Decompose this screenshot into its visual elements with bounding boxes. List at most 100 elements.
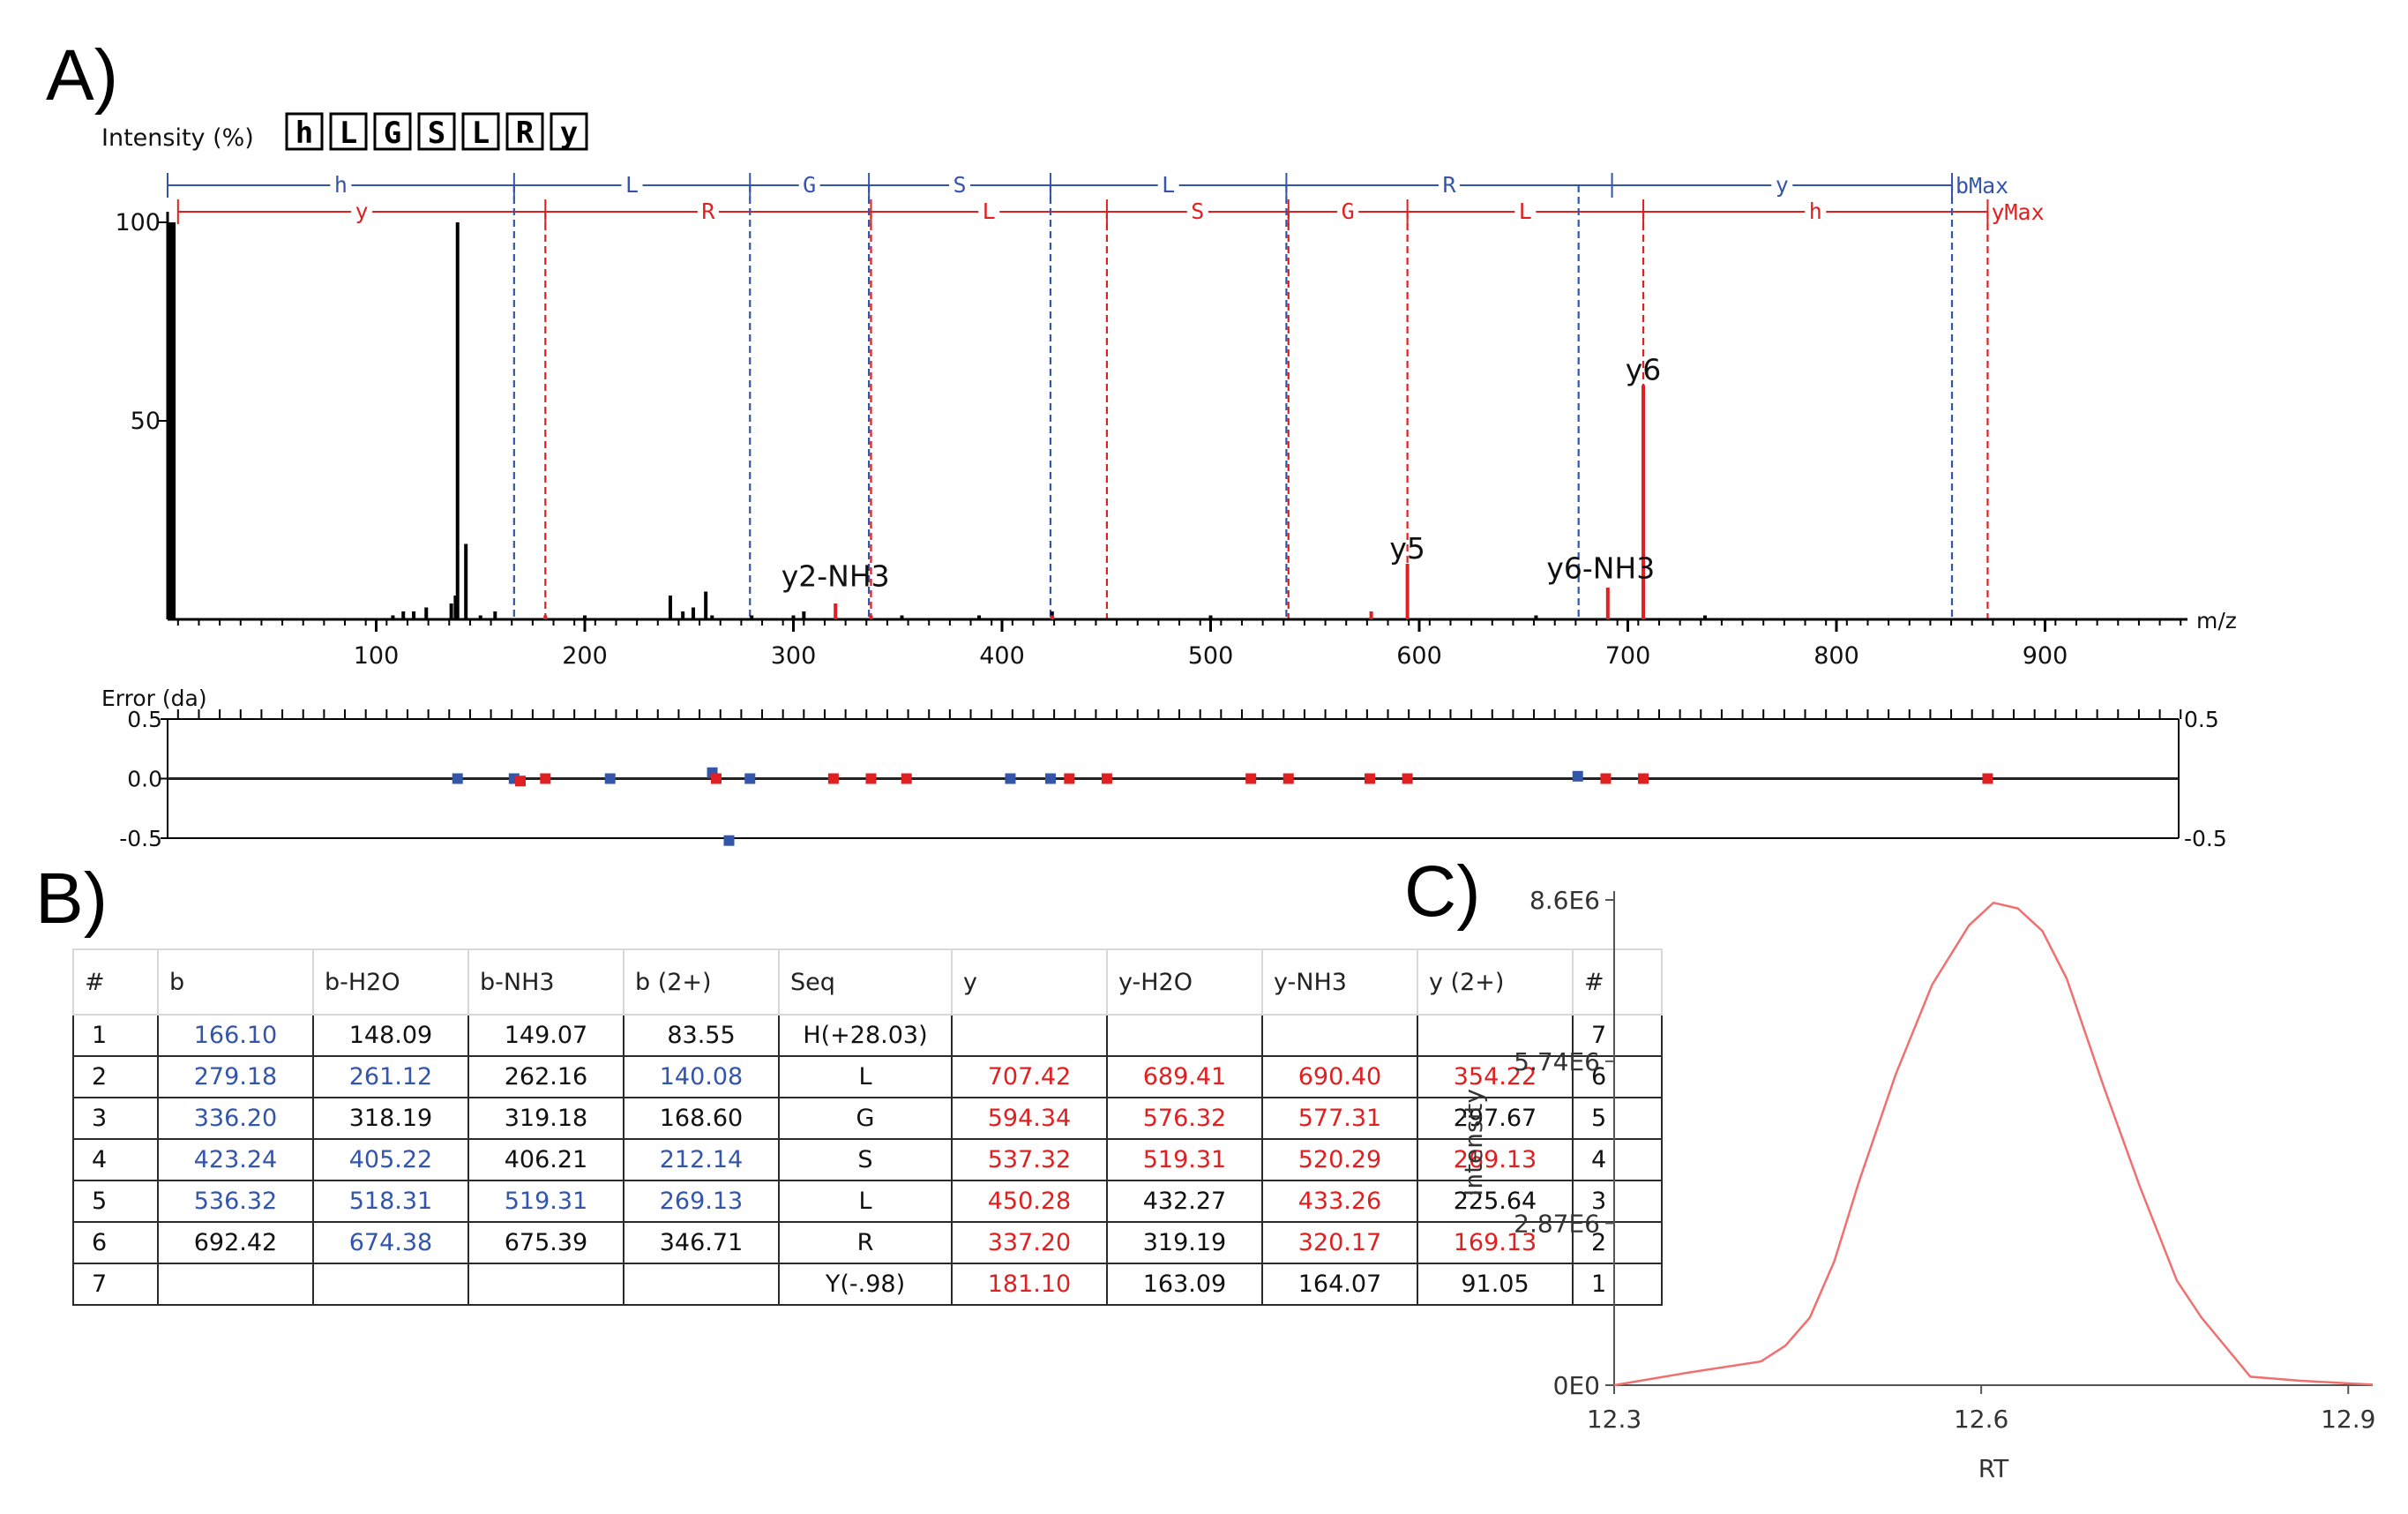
y-tick-label: 100 [115, 209, 161, 236]
table-cell: 225.64 [1417, 1180, 1574, 1223]
y-error-point [514, 776, 526, 787]
table-cell: 320.17 [1261, 1221, 1418, 1264]
y-ladder-label-bg [978, 200, 1000, 221]
b-ladder-residue: R [1442, 172, 1456, 198]
table-cell [1106, 1014, 1263, 1057]
b-ladder-label-bg [330, 174, 352, 195]
table-cell: 675.39 [467, 1221, 624, 1264]
table-cell: 7 [72, 1263, 159, 1306]
y-error-point [1245, 773, 1257, 784]
table-cell: 4 [1572, 1138, 1663, 1181]
table-cell: 140.08 [623, 1055, 780, 1098]
table-cell [623, 1263, 780, 1306]
sequence-box [285, 112, 324, 151]
table-cell: 423.24 [157, 1138, 314, 1181]
table-cell: 269.13 [623, 1180, 780, 1223]
b-max-label: bMax [1956, 173, 2008, 199]
y-error-point [865, 773, 877, 784]
y-ladder-label-bg [1514, 200, 1537, 221]
column-header: y (2+) [1417, 948, 1574, 1016]
x-tick-label: 200 [562, 642, 608, 670]
y-axis-label: Intensity (%) [101, 124, 254, 152]
sequence-box [505, 112, 544, 151]
chromatogram-y-tick-label: 2.87E6 [1514, 1209, 1600, 1238]
table-cell: 297.67 [1417, 1097, 1574, 1140]
table-cell: 450.28 [951, 1180, 1108, 1223]
table-cell: 707.42 [951, 1055, 1108, 1098]
sequence-box [329, 112, 368, 151]
y-error-point [1402, 773, 1413, 784]
table-cell [157, 1263, 314, 1306]
table-cell: 6 [1572, 1055, 1663, 1098]
sequence-residue: G [384, 116, 401, 151]
table-row: 7 Y(-.98) 181.10 163.09 164.07 91.05 1 [72, 1263, 1663, 1306]
sequence-box [550, 112, 588, 151]
table-cell: 690.40 [1261, 1055, 1418, 1098]
b-ladder-label-bg [1771, 174, 1793, 195]
table-cell: 7 [1572, 1014, 1663, 1057]
column-header: b-NH3 [467, 948, 624, 1016]
y-max-label: yMax [1991, 199, 2044, 225]
table-header-row: # b b-H2O b-NH3 b (2+) Seq y y-H2O y-NH3 y (2+) # [72, 948, 1663, 1016]
table-cell: G [778, 1097, 953, 1140]
table-cell: 336.20 [157, 1097, 314, 1140]
sequence-residue: L [472, 116, 490, 151]
x-tick-label: 900 [2023, 642, 2068, 670]
b-error-point [1044, 773, 1056, 784]
table-cell: 166.10 [157, 1014, 314, 1057]
y-ladder-label-bg [1186, 200, 1208, 221]
panel-label-c: C) [1404, 851, 1481, 932]
table-cell: 168.60 [623, 1097, 780, 1140]
table-cell: L [778, 1055, 953, 1098]
table-cell: 3 [1572, 1180, 1663, 1223]
error-y-tick-label: 0.0 [127, 767, 162, 792]
table-cell: 3 [72, 1097, 159, 1140]
b-error-point [1572, 770, 1583, 782]
table-cell: 518.31 [312, 1180, 469, 1223]
table-cell: 337.20 [951, 1221, 1108, 1264]
table-cell [951, 1014, 1108, 1057]
table-cell: 432.27 [1106, 1180, 1263, 1223]
table-cell: 519.31 [1106, 1138, 1263, 1181]
b-ladder-label-bg [621, 174, 643, 195]
column-header: b (2+) [623, 948, 780, 1016]
x-tick-label: 400 [979, 642, 1025, 670]
table-cell: 5 [1572, 1097, 1663, 1140]
y-ladder-label-bg [1805, 200, 1827, 221]
table-cell [1417, 1014, 1574, 1057]
y-error-point [1638, 773, 1649, 784]
y-error-point [1364, 773, 1375, 784]
sequence-box [417, 112, 456, 151]
peak-annotation: y2-NH3 [781, 559, 890, 594]
x-tick-label: 800 [1813, 642, 1859, 670]
table-cell: 354.22 [1417, 1055, 1574, 1098]
b-error-point [604, 773, 616, 784]
b-error-point [452, 773, 463, 784]
y-ladder-residue: R [701, 199, 715, 224]
table-cell: 433.26 [1261, 1180, 1418, 1223]
column-header: y [951, 948, 1108, 1016]
chromatogram-x-label: RT [1978, 1454, 2009, 1483]
y-ladder-label-bg [351, 200, 373, 221]
table-cell: 674.38 [312, 1221, 469, 1264]
table-cell [467, 1263, 624, 1306]
column-header: # [72, 948, 159, 1016]
y-error-point [1982, 773, 1993, 784]
chromatogram-y-tick-label: 5.74E6 [1514, 1047, 1600, 1076]
column-header: y-NH3 [1261, 948, 1418, 1016]
sequence-box [461, 112, 500, 151]
b-ladder-label-bg [1157, 174, 1179, 195]
peak-annotation: y6 [1626, 353, 1662, 387]
x-axis-label: m/z [2196, 608, 2237, 633]
y-ladder-label-bg [697, 200, 719, 221]
table-cell: 577.31 [1261, 1097, 1418, 1140]
y-error-point [540, 773, 551, 784]
table-cell: 1 [1572, 1263, 1663, 1306]
table-cell: 537.32 [951, 1138, 1108, 1181]
y-error-point [827, 773, 839, 784]
b-error-point [1005, 773, 1016, 784]
sequence-residue: S [428, 116, 445, 151]
x-tick-label: 700 [1605, 642, 1651, 670]
chromatogram-panel: 0E0 2.87E6 5.74E6 8.6E6 12.3 12.6 12.9 RT Intens… [1459, 886, 2375, 1483]
